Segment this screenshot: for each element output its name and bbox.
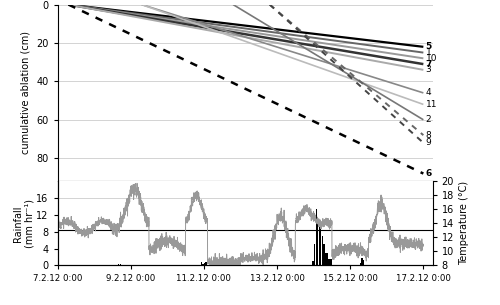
Text: 6: 6 [426, 169, 432, 178]
Y-axis label: Rainfall
(mm hr⁻¹): Rainfall (mm hr⁻¹) [13, 199, 34, 248]
Bar [316, 209, 317, 265]
Text: 3: 3 [426, 65, 432, 74]
Text: 10: 10 [426, 54, 437, 63]
Bar [360, 263, 361, 265]
Bar [318, 228, 320, 265]
Y-axis label: cumulative ablation (cm): cumulative ablation (cm) [20, 31, 30, 154]
Bar [324, 253, 326, 265]
Text: 9: 9 [426, 138, 432, 147]
Bar [120, 264, 121, 265]
Bar [317, 219, 318, 265]
Bar [328, 259, 329, 265]
Text: 8: 8 [426, 131, 432, 140]
Text: 2: 2 [426, 115, 431, 124]
Bar [326, 253, 328, 265]
Bar [312, 261, 314, 265]
Bar [322, 236, 323, 265]
Bar [363, 260, 364, 265]
Bar [202, 264, 203, 265]
Bar [362, 258, 363, 265]
Bar [200, 262, 202, 265]
Bar [314, 244, 316, 265]
Bar [274, 264, 276, 265]
Text: 7: 7 [426, 59, 432, 69]
Text: 5: 5 [426, 42, 432, 51]
Bar [118, 264, 120, 265]
Bar [320, 228, 322, 265]
Bar [276, 264, 277, 265]
Text: 4: 4 [426, 88, 431, 97]
Bar [323, 244, 324, 265]
Y-axis label: Temperature (°C): Temperature (°C) [460, 181, 469, 265]
Text: 11: 11 [426, 100, 437, 109]
Bar [204, 263, 205, 265]
Bar [331, 259, 332, 265]
Text: 1: 1 [426, 48, 432, 57]
